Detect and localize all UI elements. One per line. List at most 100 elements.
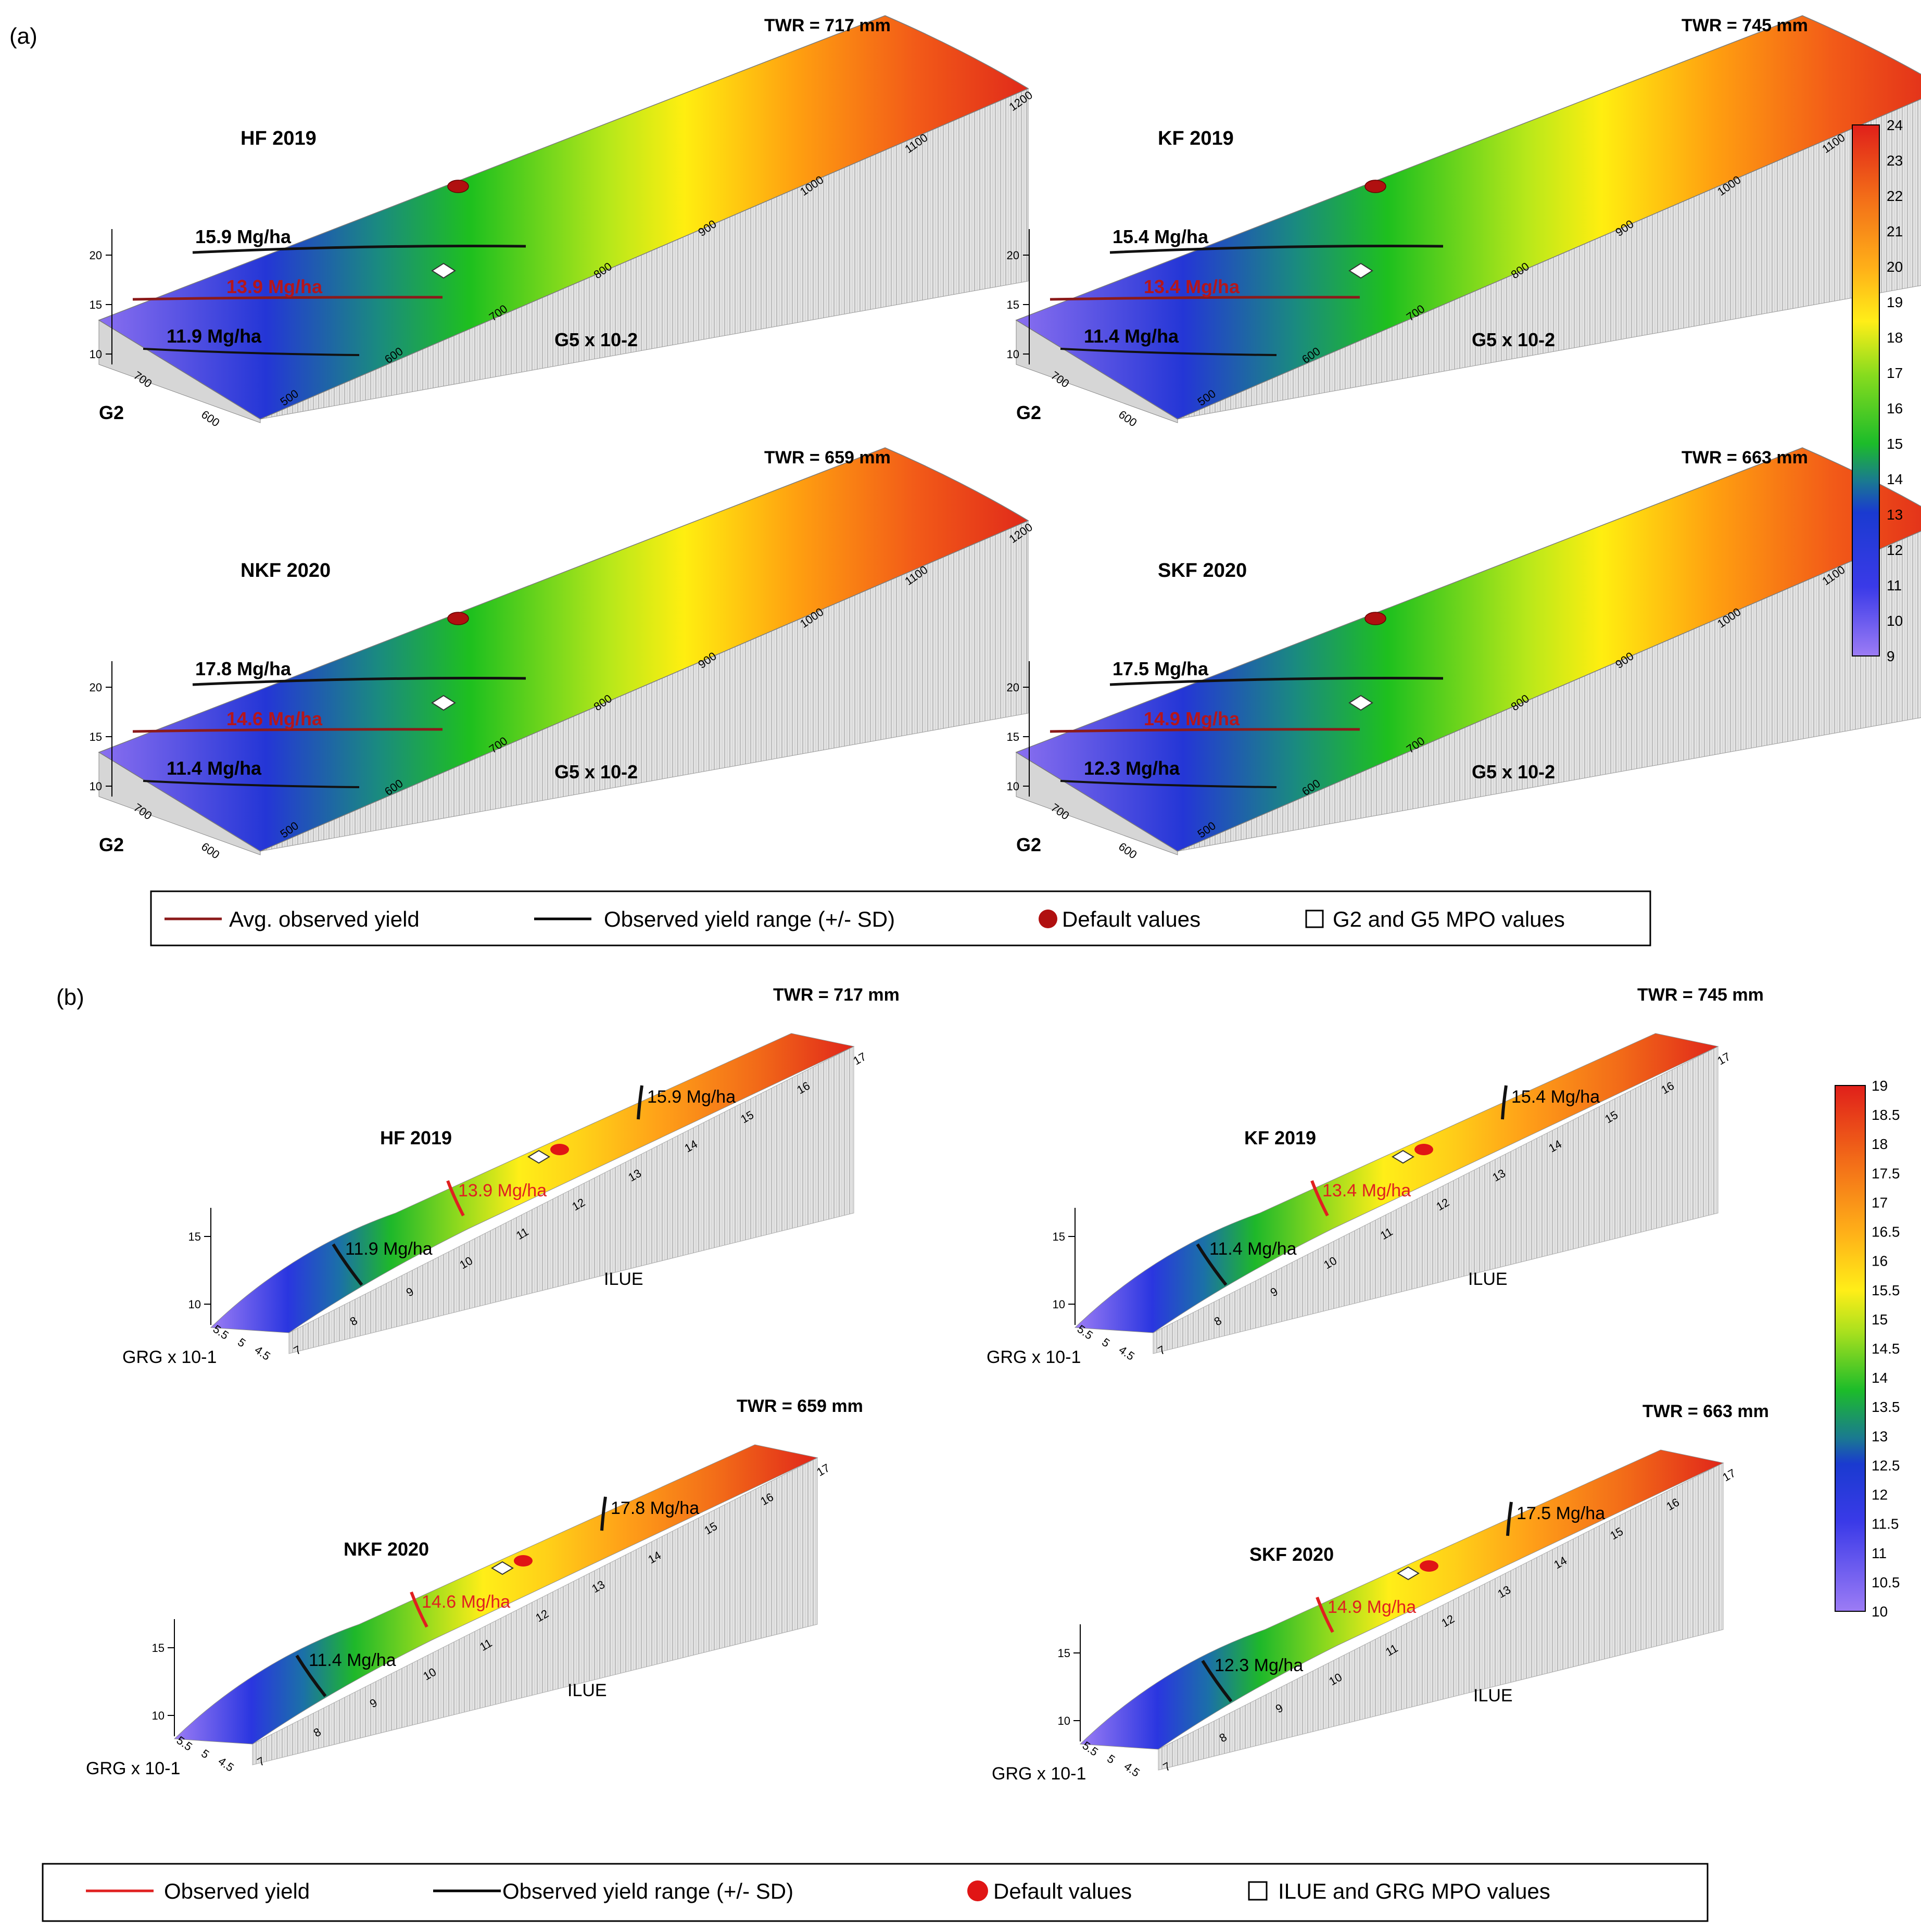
y-tick-label: 600	[1116, 408, 1139, 430]
x-axis-label: G5 x 10-2	[1472, 329, 1555, 350]
x-axis-label: G5 x 10-2	[1472, 761, 1555, 782]
subplot-a-2: 10 15 20 15.4 Mg/ha 13.4 Mg/ha 11.4 Mg/ha KF 2…	[1007, 15, 1921, 430]
x-axis-label: ILUE	[1473, 1686, 1513, 1706]
x-axis-label: ILUE	[567, 1681, 607, 1700]
surface	[98, 447, 1029, 852]
colorbar-b-tick: 17.5	[1872, 1165, 1900, 1181]
lower-yield-label: 11.9 Mg/ha	[345, 1239, 433, 1259]
upper-yield-label: 15.4 Mg/ha	[1511, 1087, 1600, 1107]
colorbar-b-tick: 13	[1872, 1428, 1888, 1444]
subplot-title: HF 2019	[241, 128, 317, 149]
upper-sd-line	[1501, 1085, 1508, 1120]
twr-label: TWR = 717 mm	[773, 985, 900, 1005]
y-axis-label: G2	[99, 402, 124, 423]
z-tick-label: 15	[1007, 730, 1019, 743]
lower-sd-line	[143, 780, 360, 788]
upper-sd-line	[192, 677, 526, 686]
colorbar-a-tick: 15	[1887, 436, 1903, 452]
colorbar-b-tick: 12	[1872, 1487, 1888, 1503]
x-axis-label: ILUE	[604, 1269, 643, 1289]
y-axis-label: G2	[1016, 834, 1041, 855]
colorbar-a-tick: 11	[1887, 577, 1902, 594]
surface	[1079, 1449, 1724, 1750]
y-tick-label: 4.5	[1122, 1760, 1142, 1779]
side-wall	[288, 1046, 854, 1354]
y-tick-label: 600	[199, 840, 222, 862]
avg-yield-label: 13.9 Mg/ha	[226, 276, 323, 297]
avg-yield-label: 14.6 Mg/ha	[422, 1592, 510, 1612]
colorbar-b-tick: 16	[1872, 1253, 1888, 1269]
upper-sd-line	[600, 1496, 607, 1531]
colorbar-b-tick: 17	[1872, 1194, 1888, 1210]
z-tick-label: 10	[90, 348, 102, 361]
legend-a-label: G2 and G5 MPO values	[1333, 907, 1565, 931]
avg-yield-line	[132, 296, 443, 301]
z-tick-label: 20	[90, 681, 102, 694]
twr-label: TWR = 659 mm	[764, 448, 891, 468]
y-tick-label: 600	[1116, 840, 1139, 862]
upper-sd-line	[192, 245, 526, 254]
panel-b: 10 15 15.9 Mg/ha 13.9 Mg/ha 11.9 Mg/ha HF 201…	[42, 985, 1900, 1922]
side-wall	[252, 1457, 818, 1765]
default-value-dot	[447, 180, 469, 193]
default-value-dot	[1364, 612, 1386, 625]
y-axis-label: GRG x 10-1	[86, 1759, 180, 1778]
colorbar-a-tick: 19	[1887, 294, 1903, 310]
y-tick-label: 4.5	[216, 1754, 236, 1774]
subplot-a-4: 10 15 20 17.5 Mg/ha 14.9 Mg/ha 12.3 Mg/ha SKF …	[1007, 447, 1921, 862]
y-axis-label: GRG x 10-1	[992, 1764, 1086, 1784]
lower-yield-label: 12.3 Mg/ha	[1084, 757, 1180, 779]
subplot-title: SKF 2020	[1249, 1544, 1334, 1565]
colorbar-a-tick: 14	[1887, 471, 1903, 487]
upper-sd-line	[1109, 245, 1444, 254]
avg-yield-line	[1310, 1180, 1329, 1217]
subplot-title: HF 2019	[380, 1127, 452, 1148]
y-tick-label: 600	[199, 408, 222, 430]
mpo-value-marker	[1392, 1150, 1414, 1164]
surface	[1074, 1033, 1719, 1333]
upper-yield-label: 17.5 Mg/ha	[1113, 658, 1209, 679]
colorbar-b-tick: 15.5	[1872, 1282, 1900, 1298]
z-tick-label: 20	[90, 249, 102, 262]
legend-b-square-swatch	[1248, 1881, 1268, 1901]
mpo-value-marker	[1348, 262, 1373, 279]
avg-yield-line	[1050, 728, 1360, 733]
lower-sd-line	[1201, 1660, 1233, 1702]
avg-yield-line	[410, 1591, 428, 1628]
y-axis-label: GRG x 10-1	[122, 1347, 217, 1367]
y-tick-label: 5	[1099, 1335, 1112, 1350]
mpo-value-marker	[491, 1561, 514, 1575]
z-tick-label: 15	[1058, 1647, 1070, 1660]
z-tick-label: 20	[1007, 249, 1019, 262]
colorbar-a-tick: 24	[1887, 117, 1903, 133]
y-axis-label: GRG x 10-1	[987, 1347, 1081, 1367]
z-tick-label: 15	[152, 1641, 165, 1655]
surface	[1015, 447, 1921, 852]
twr-label: TWR = 663 mm	[1682, 448, 1808, 468]
mpo-value-marker	[527, 1150, 550, 1164]
legend-a: Avg. observed yield Observed yield range …	[150, 890, 1651, 946]
default-value-dot	[1420, 1560, 1438, 1572]
upper-yield-label: 15.9 Mg/ha	[647, 1087, 736, 1107]
avg-yield-label: 14.6 Mg/ha	[226, 708, 323, 729]
avg-yield-label: 13.4 Mg/ha	[1144, 276, 1240, 297]
default-value-dot	[550, 1144, 569, 1155]
colorbar-b-tick: 10.5	[1872, 1574, 1900, 1590]
mpo-value-marker	[431, 262, 456, 279]
legend-b-label: Default values	[993, 1879, 1132, 1903]
colorbar-b-tick: 14	[1872, 1370, 1888, 1386]
colorbar-b-tick: 11.5	[1872, 1516, 1899, 1532]
avg-yield-label: 14.9 Mg/ha	[1144, 708, 1240, 729]
z-tick-label: 10	[1007, 780, 1019, 793]
mpo-value-marker	[1348, 694, 1373, 711]
x-axis-label: G5 x 10-2	[554, 761, 638, 782]
subplot-b-2: 10 15 15.4 Mg/ha 13.4 Mg/ha 11.4 Mg/ha KF 201…	[987, 985, 1764, 1367]
avg-yield-line	[1050, 296, 1360, 301]
colorbar-a-tick: 9	[1887, 648, 1895, 664]
subplot-title: NKF 2020	[344, 1538, 429, 1560]
colorbar-a-tick: 17	[1887, 365, 1903, 381]
subplot-b-1: 10 15 15.9 Mg/ha 13.9 Mg/ha 11.9 Mg/ha HF 201…	[122, 985, 900, 1367]
legend-b-label: Observed yield	[164, 1879, 310, 1903]
colorbar-b-tick: 14.5	[1872, 1341, 1900, 1357]
